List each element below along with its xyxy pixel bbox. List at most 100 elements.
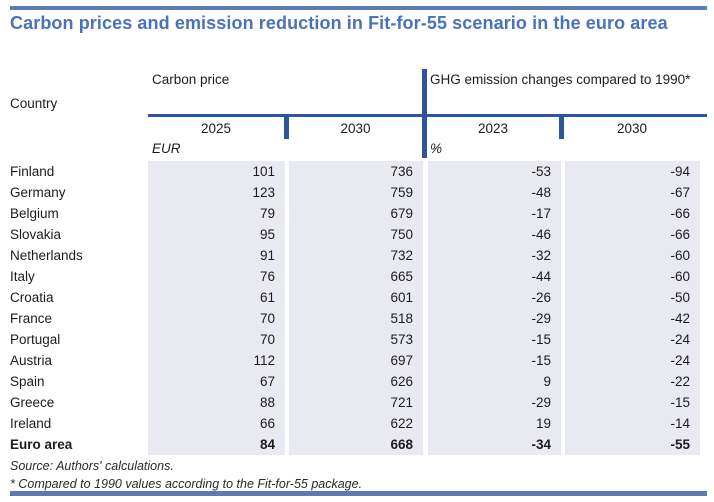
value-cell: -22 <box>565 371 700 392</box>
value-cell: 70 <box>148 329 285 350</box>
country-cell: Netherlands <box>10 248 83 263</box>
table-row: Euro area 84 668 -34 -55 <box>10 434 700 455</box>
value-cell: -94 <box>565 161 700 182</box>
table-row: Spain 67 626 9 -22 <box>10 371 700 392</box>
value-cell: 19 <box>428 413 561 434</box>
country-cell: Portugal <box>10 332 61 347</box>
value-cell: -24 <box>565 329 700 350</box>
value-cell: -48 <box>428 182 561 203</box>
year-header-ghg-2030: 2030 <box>616 121 648 136</box>
value-cell: -66 <box>565 203 700 224</box>
value-cell: 601 <box>289 287 423 308</box>
country-cell: Belgium <box>10 206 59 221</box>
country-cell: Euro area <box>10 437 73 452</box>
value-cell: -34 <box>428 434 561 455</box>
value-cell: -32 <box>428 245 561 266</box>
value-cell: -26 <box>428 287 561 308</box>
table-body: Finland 101 736 -53 -94 Germany 123 759 -48 -67 Be… <box>10 161 700 455</box>
table-row: Portugal 70 573 -15 -24 <box>10 329 700 350</box>
table-row: Italy 76 665 -44 -60 <box>10 266 700 287</box>
country-cell: Spain <box>10 374 45 389</box>
table-row: Greece 88 721 -29 -15 <box>10 392 700 413</box>
country-cell: Slovakia <box>10 227 62 242</box>
value-cell: 721 <box>289 392 423 413</box>
source-note: Source: Authors' calculations. <box>10 459 174 473</box>
table-row: Croatia 61 601 -26 -50 <box>10 287 700 308</box>
value-cell: -53 <box>428 161 561 182</box>
year-header-carbon-2030: 2030 <box>340 121 371 136</box>
value-cell: -46 <box>428 224 561 245</box>
unit-label-percent: % <box>430 141 443 156</box>
page-title: Carbon prices and emission reduction in … <box>10 13 668 33</box>
country-column-header: Country <box>10 96 58 111</box>
value-cell: -60 <box>565 245 700 266</box>
value-cell: 622 <box>289 413 423 434</box>
value-cell: 95 <box>148 224 285 245</box>
value-cell: 736 <box>289 161 423 182</box>
carbon-price-group-header: Carbon price <box>152 72 230 87</box>
table-row: Netherlands 91 732 -32 -60 <box>10 245 700 266</box>
value-cell: 123 <box>148 182 285 203</box>
country-cell: Austria <box>10 353 53 368</box>
value-cell: -17 <box>428 203 561 224</box>
value-cell: 101 <box>148 161 285 182</box>
value-cell: 112 <box>148 350 285 371</box>
value-cell: -15 <box>428 350 561 371</box>
value-cell: 76 <box>148 266 285 287</box>
table-row: Germany 123 759 -48 -67 <box>10 182 700 203</box>
country-cell: France <box>10 311 53 326</box>
header-rule <box>148 114 707 117</box>
value-cell: 732 <box>289 245 423 266</box>
value-cell: -15 <box>565 392 700 413</box>
value-cell: 84 <box>148 434 285 455</box>
table-row: France 70 518 -29 -42 <box>10 308 700 329</box>
value-cell: 61 <box>148 287 285 308</box>
value-cell: 626 <box>289 371 423 392</box>
value-cell: 79 <box>148 203 285 224</box>
value-cell: 665 <box>289 266 423 287</box>
ghg-emissions-group-header: GHG emission changes compared to 1990* <box>430 72 691 87</box>
country-cell: Greece <box>10 395 55 410</box>
value-cell: -29 <box>428 308 561 329</box>
table-row: Ireland 66 622 19 -14 <box>10 413 700 434</box>
year-header-ghg-2023: 2023 <box>477 121 509 136</box>
group-separator-bar <box>422 69 427 158</box>
value-cell: 67 <box>148 371 285 392</box>
country-cell: Croatia <box>10 290 54 305</box>
top-rule <box>10 6 707 10</box>
value-cell: -24 <box>565 350 700 371</box>
bottom-rule <box>10 491 707 496</box>
value-cell: 697 <box>289 350 423 371</box>
table-row: Austria 112 697 -15 -24 <box>10 350 700 371</box>
value-cell: 679 <box>289 203 423 224</box>
value-cell: 91 <box>148 245 285 266</box>
footnote: * Compared to 1990 values according to t… <box>10 477 363 491</box>
value-cell: -14 <box>565 413 700 434</box>
country-cell: Ireland <box>10 416 52 431</box>
value-cell: 66 <box>148 413 285 434</box>
value-cell: -50 <box>565 287 700 308</box>
year-header-carbon-2025: 2025 <box>200 121 232 136</box>
value-cell: -60 <box>565 266 700 287</box>
value-cell: -15 <box>428 329 561 350</box>
value-cell: -29 <box>428 392 561 413</box>
table-row: Slovakia 95 750 -46 -66 <box>10 224 700 245</box>
value-cell: 518 <box>289 308 423 329</box>
country-cell: Italy <box>10 269 35 284</box>
value-cell: -42 <box>565 308 700 329</box>
value-cell: -67 <box>565 182 700 203</box>
value-cell: 759 <box>289 182 423 203</box>
table-row: Belgium 79 679 -17 -66 <box>10 203 700 224</box>
value-cell: -66 <box>565 224 700 245</box>
unit-label-eur: EUR <box>152 141 181 156</box>
country-cell: Finland <box>10 164 55 179</box>
value-cell: 573 <box>289 329 423 350</box>
year-separator-bar-right <box>559 117 564 139</box>
value-cell: -55 <box>565 434 700 455</box>
value-cell: -44 <box>428 266 561 287</box>
value-cell: 88 <box>148 392 285 413</box>
value-cell: 668 <box>289 434 423 455</box>
year-separator-bar-left <box>284 117 289 139</box>
table-row: Finland 101 736 -53 -94 <box>10 161 700 182</box>
